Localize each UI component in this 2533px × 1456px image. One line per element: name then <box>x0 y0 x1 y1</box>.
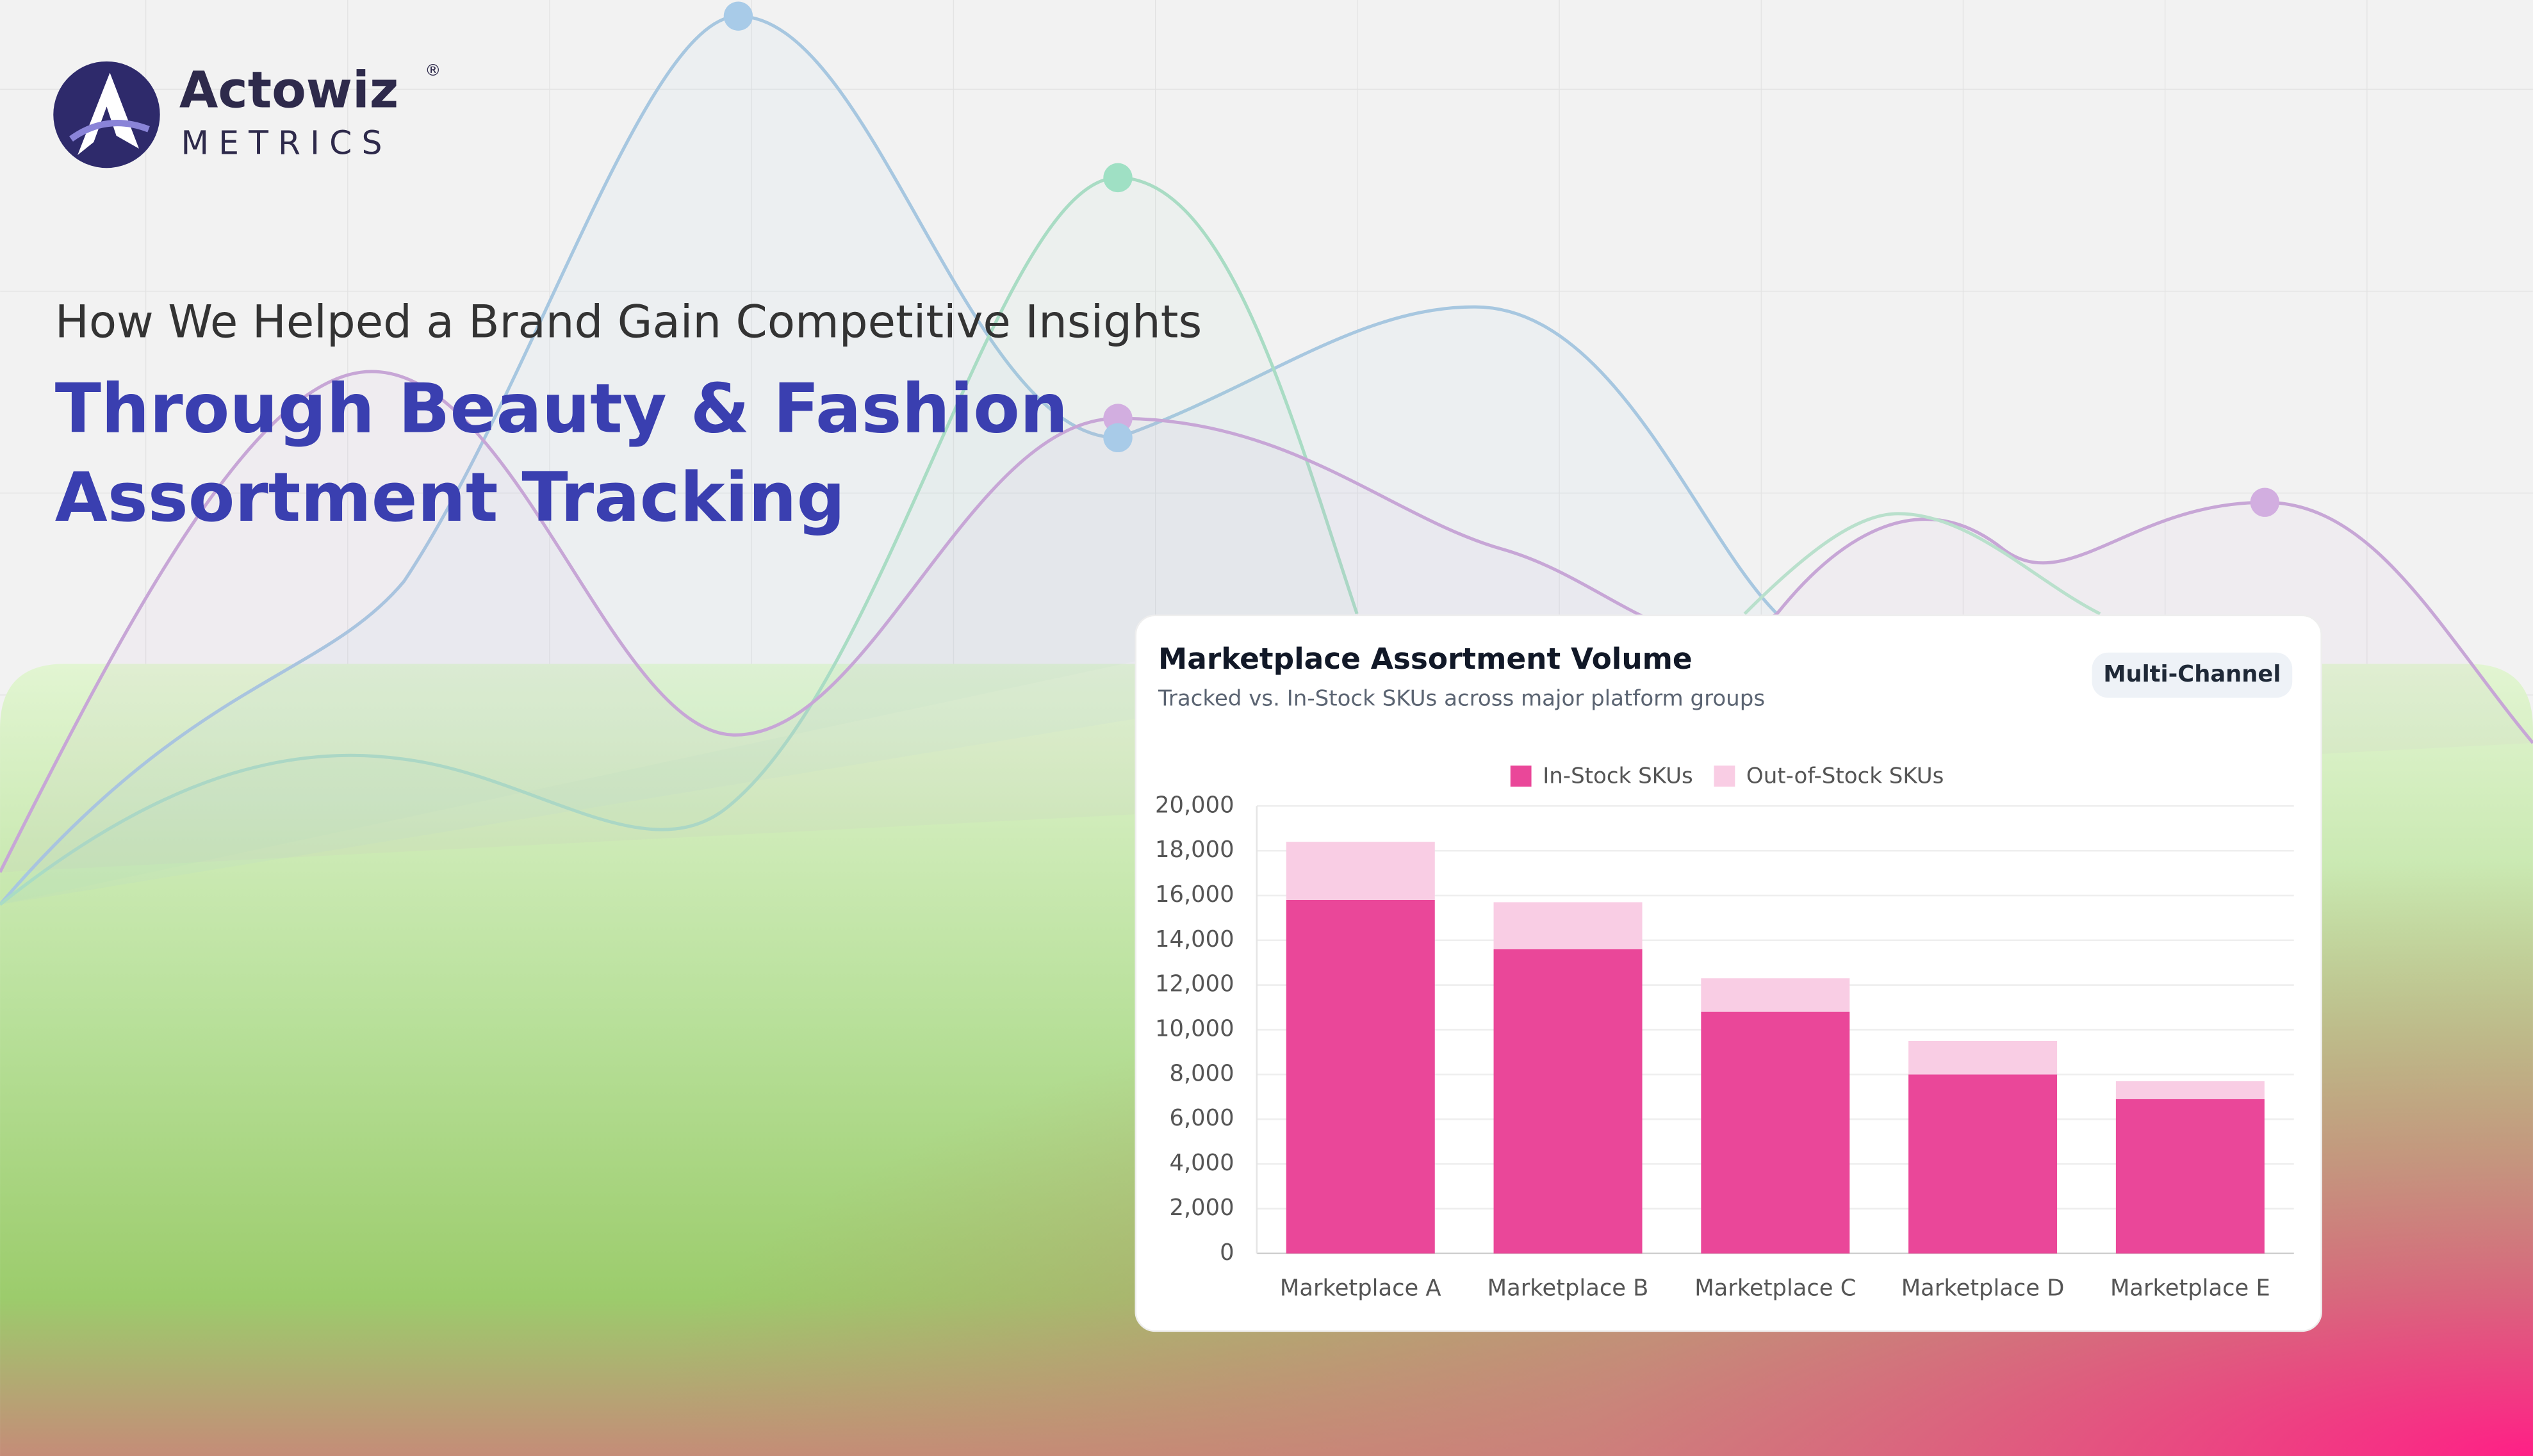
logo-glyph <box>78 72 139 156</box>
decor-dot <box>723 1 753 31</box>
plot: 0 2,000 4,000 6,000 8,000 10,000 12,000 14,000 1… <box>1155 763 2294 1301</box>
bar-segment <box>1286 899 1435 1254</box>
y-tick-label: 14,000 <box>1155 926 1234 953</box>
y-tick-label: 16,000 <box>1155 881 1234 908</box>
y-tick-label: 6,000 <box>1170 1105 1234 1131</box>
decor-dot <box>1103 423 1133 453</box>
chart-title: Marketplace Assortment Volume <box>1158 642 1693 676</box>
bar-segment <box>1493 902 1643 949</box>
logo: Actowiz ® METRICS <box>53 61 441 168</box>
badge <box>2092 652 2293 698</box>
y-tick-label: 2,000 <box>1170 1195 1234 1221</box>
y-tick-label: 4,000 <box>1170 1150 1234 1176</box>
headline-intro: How We Helped a Brand Gain Competitive I… <box>55 295 1202 348</box>
x-tick-label: Marketplace E <box>2110 1275 2270 1301</box>
x-tick-label: Marketplace B <box>1488 1275 1649 1301</box>
y-tick-label: 8,000 <box>1170 1060 1234 1086</box>
bar-segment <box>1286 842 1435 900</box>
bar-segment <box>1701 978 1850 1012</box>
chart-subtitle: Tracked vs. In-Stock SKUs across major p… <box>1158 685 1765 711</box>
y-tick-label: 18,000 <box>1155 837 1234 863</box>
bar-segment <box>1908 1041 2058 1075</box>
decor-curve <box>0 176 1359 906</box>
decor-dot <box>1103 163 1133 193</box>
y-tick-label: 0 <box>1220 1239 1234 1266</box>
y-tick-label: 20,000 <box>1155 792 1234 818</box>
badge-text: Multi-Channel <box>2103 661 2281 687</box>
logo-swoosh <box>69 120 150 142</box>
brand-tagline: METRICS <box>181 124 391 161</box>
x-tick-label: Marketplace C <box>1694 1275 1856 1301</box>
decor-dot <box>2250 487 2280 517</box>
bar-segment <box>1701 1011 1850 1254</box>
bar-segment <box>2115 1081 2265 1099</box>
legend-label: Out-of-Stock SKUs <box>1746 763 1944 789</box>
headline-line: Through Beauty & Fashion <box>55 369 1069 448</box>
y-tick-label: 12,000 <box>1155 971 1234 997</box>
decor-curve <box>1743 512 2101 616</box>
x-tick-label: Marketplace D <box>1901 1275 2065 1301</box>
bar-segment <box>1493 949 1643 1254</box>
x-tick-label: Marketplace A <box>1280 1275 1441 1301</box>
legend-swatch <box>1510 765 1532 787</box>
brand-registered: ® <box>425 61 441 79</box>
y-tick-label: 10,000 <box>1155 1016 1234 1042</box>
legend-label: In-Stock SKUs <box>1543 763 1693 789</box>
headline-line: Assortment Tracking <box>55 458 846 537</box>
bar-segment <box>1908 1074 2058 1254</box>
logo-mark <box>53 61 160 168</box>
legend-swatch <box>1714 765 1735 787</box>
bar-segment <box>2115 1099 2265 1254</box>
brand-name: Actowiz <box>179 61 398 120</box>
